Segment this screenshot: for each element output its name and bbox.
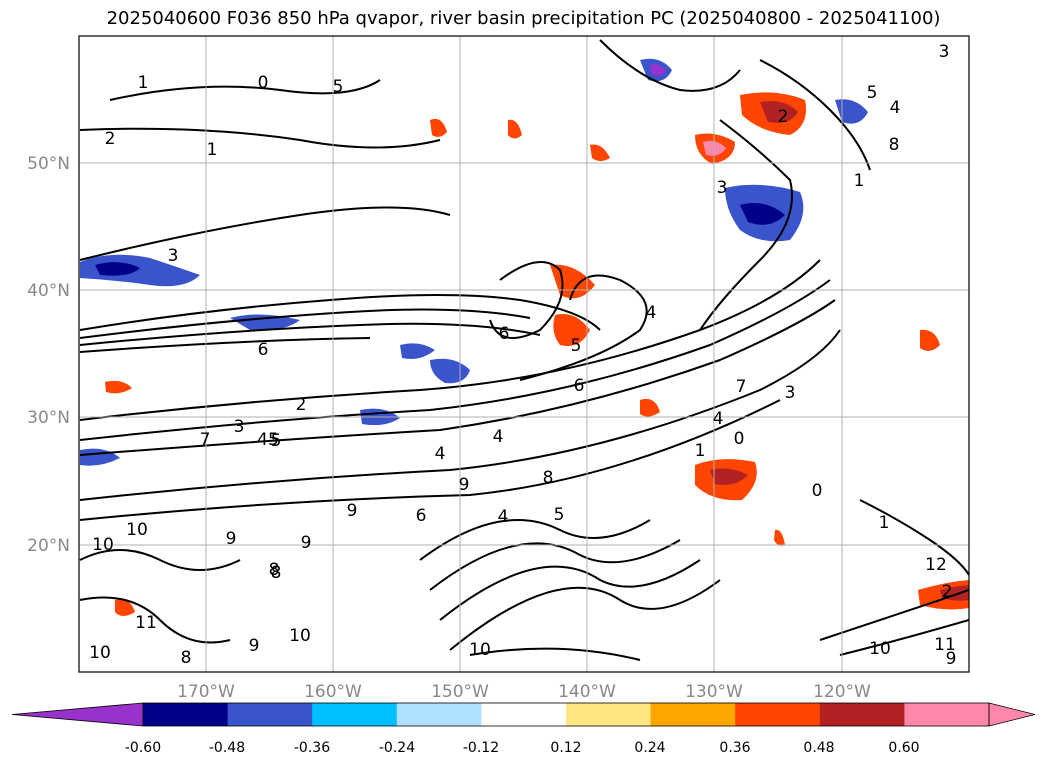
qvapor-contours <box>79 39 969 661</box>
colorbar-extend-min <box>11 702 144 727</box>
contour-label: 5 <box>867 83 878 103</box>
contour-label: 1 <box>695 441 706 461</box>
contour-label: 2 <box>778 107 789 127</box>
contour-label: 11 <box>934 635 956 655</box>
contour-label: 3 <box>717 178 728 198</box>
contour-label: 8 <box>269 560 280 580</box>
contour-label: 9 <box>226 529 237 549</box>
contour-label: 3 <box>168 246 179 266</box>
colorbar-swatch <box>312 703 398 726</box>
contour-label: 8 <box>181 648 192 668</box>
contour-label: 6 <box>574 376 585 396</box>
contour-label: 9 <box>301 533 312 553</box>
contour-label: 6 <box>258 340 269 360</box>
contour-label: 4 <box>713 409 724 429</box>
contour-label: 10 <box>89 643 111 663</box>
lat-label-30: 30°N <box>27 408 70 428</box>
contour-label: 12 <box>925 555 947 575</box>
contour-label: 6 <box>416 506 427 526</box>
contour-label: 1 <box>207 140 218 160</box>
colorbar-swatch <box>566 703 652 726</box>
colorbar-swatch <box>481 703 567 726</box>
contour-label: 5 <box>554 505 565 525</box>
contour-label: 8 <box>889 135 900 155</box>
colorbar-tick: -0.60 <box>125 740 161 756</box>
colorbar <box>11 702 1036 727</box>
contour-label: 3 <box>785 383 796 403</box>
map-title: 2025040600 F036 850 hPa qvapor, river ba… <box>106 8 941 29</box>
contour-label: 1 <box>854 171 865 191</box>
contour-label: 2 <box>942 582 953 602</box>
contour-label: 4 <box>435 444 446 464</box>
contour-label: 9 <box>249 636 260 656</box>
lon-label-170w: 170°W <box>177 682 235 702</box>
graticule <box>79 36 969 672</box>
contour-label: 5 <box>271 431 282 451</box>
lon-label-130w: 130°W <box>685 682 743 702</box>
latitude-labels: 50°N 40°N 30°N 20°N <box>27 154 70 556</box>
contour-label: 11 <box>135 613 157 633</box>
colorbar-swatch <box>904 703 989 726</box>
contour-label: 7 <box>736 377 747 397</box>
colorbar-tick: -0.24 <box>379 740 415 756</box>
colorbar-tick: -0.12 <box>463 740 499 756</box>
contour-label: 1 <box>138 73 149 93</box>
contour-label: 8 <box>543 468 554 488</box>
contour-label: 9 <box>347 501 358 521</box>
map-frame-content <box>79 39 969 661</box>
contour-label: 9 <box>459 475 470 495</box>
contour-label: 3 <box>234 417 245 437</box>
contour-label: 4 <box>498 507 509 527</box>
colorbar-tick: 0.60 <box>888 740 919 756</box>
lat-label-50: 50°N <box>27 154 70 174</box>
colorbar-tick: -0.48 <box>209 740 245 756</box>
contour-label: 2 <box>105 129 116 149</box>
colorbar-tick: 0.24 <box>634 740 665 756</box>
map-border <box>78 35 970 673</box>
colorbar-outline <box>142 702 990 727</box>
contour-label: 45 <box>257 430 279 450</box>
colorbar-extend-max <box>988 702 1036 727</box>
contour-label: 0 <box>734 429 745 449</box>
contour-label: 5 <box>571 336 582 356</box>
contour-label: 1 <box>879 513 890 533</box>
colorbar-tick-labels: -0.60 -0.48 -0.36 -0.24 -0.12 0.12 0.24 … <box>125 740 920 756</box>
contour-label: 0 <box>812 481 823 501</box>
lon-label-160w: 160°W <box>304 682 362 702</box>
colorbar-swatch <box>650 703 736 726</box>
contour-label: 10 <box>289 626 311 646</box>
colorbar-swatch <box>143 703 229 726</box>
lon-label-150w: 150°W <box>431 682 489 702</box>
colorbar-swatch <box>735 703 821 726</box>
colorbar-swatch <box>819 703 905 726</box>
lon-label-140w: 140°W <box>558 682 616 702</box>
colorbar-swatch <box>227 703 313 726</box>
colorbar-tick: 0.12 <box>550 740 581 756</box>
lat-label-20: 20°N <box>27 536 70 556</box>
contour-label: 5 <box>333 77 344 97</box>
contour-label: 6 <box>499 324 510 344</box>
contour-label: 10 <box>92 535 114 555</box>
contour-label: 10 <box>869 639 891 659</box>
contour-label: 4 <box>493 427 504 447</box>
contour-label: 7 <box>200 430 211 450</box>
colorbar-swatch <box>396 703 482 726</box>
lat-label-40: 40°N <box>27 281 70 301</box>
contour-label: 9 <box>946 649 957 669</box>
colorbar-tick: -0.36 <box>294 740 330 756</box>
colorbar-tick: 0.48 <box>803 740 834 756</box>
contour-label: 4 <box>646 303 657 323</box>
contour-label: 10 <box>469 640 491 660</box>
contour-label: 3 <box>939 42 950 62</box>
colorbar-tick: 0.36 <box>719 740 750 756</box>
contour-label: 8 <box>271 563 282 583</box>
contour-label: 0 <box>258 73 269 93</box>
longitude-labels: 170°W 160°W 150°W 140°W 130°W 120°W <box>177 682 871 702</box>
contour-label: 10 <box>126 520 148 540</box>
contour-label: 2 <box>296 395 307 415</box>
lon-label-120w: 120°W <box>813 682 871 702</box>
contour-label: 4 <box>890 98 901 118</box>
